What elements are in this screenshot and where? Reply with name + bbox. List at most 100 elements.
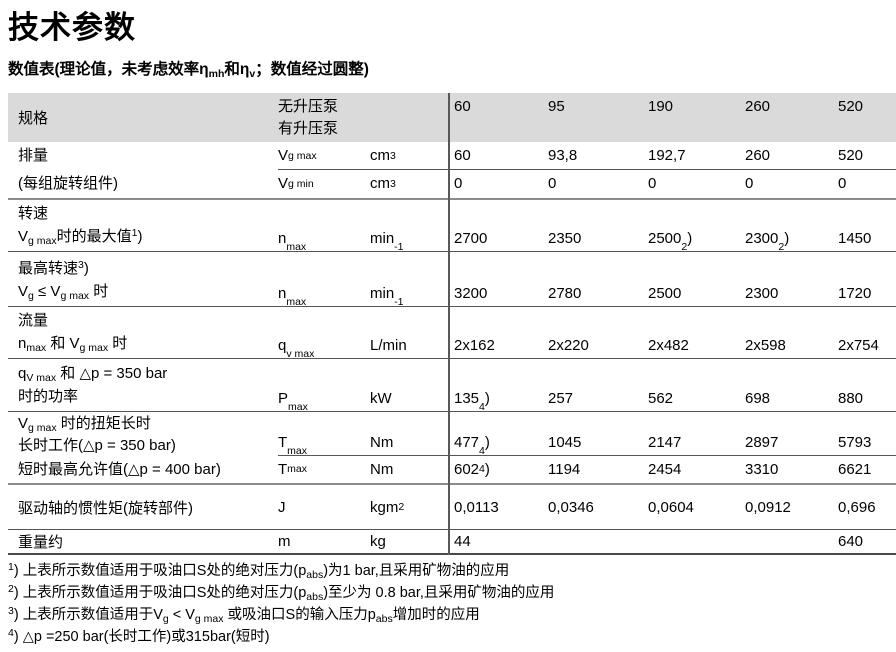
value-cell: 0,0912 [745, 498, 791, 516]
size-column-header: 520 [838, 98, 864, 115]
row-label: 转速 Vg max时的最大值1) [18, 205, 143, 247]
spec-column-header: 规格 [18, 110, 49, 127]
row-label: 排量 (每组旋转组件) [18, 147, 118, 192]
value-cell: 477 4) [454, 434, 490, 457]
symbol-cell: n max [278, 230, 307, 253]
row-label: 驱动轴的惯性矩(旋转部件) [18, 499, 193, 517]
value-cell: 2500 [648, 285, 682, 302]
value-cell: 2300 [745, 285, 779, 302]
value-cell: 260 [745, 147, 771, 164]
row-label: qV max 和 △p = 350 bar 时的功率 [18, 365, 168, 405]
value-cell: 0 [548, 175, 557, 192]
value-cell: 562 [648, 390, 674, 407]
value-cell: 0,0113 [454, 498, 499, 516]
value-cell: 5793 [838, 434, 872, 451]
row-label: 重量约 [18, 534, 64, 551]
value-cell: 0,696 [838, 498, 876, 516]
value-cell: 0 [648, 175, 657, 192]
value-cell: 2x162 [454, 337, 495, 354]
value-cell: 192,7 [648, 147, 686, 164]
section-speed-max: 转速 Vg max时的最大值1) n max min -1 2700 2350 25… [8, 200, 896, 252]
section-inertia: 驱动轴的惯性矩(旋转部件) J kgm 2 0,0113 0,0346 0,060… [8, 485, 896, 530]
value-cell: 3310 [745, 460, 779, 478]
row-label: Vg max 时的扭矩长时 长时工作(△p = 350 bar) 短时最高允许值… [18, 415, 221, 478]
unit-cell: L/min [370, 337, 407, 354]
boost-variant-header: 无升压泵 有升压泵 [278, 93, 448, 142]
value-cell: 60 [454, 147, 471, 164]
value-cell: 2897 [745, 434, 779, 451]
value-cell: 602 4) [454, 460, 490, 478]
value-cell [739, 530, 832, 553]
page-title: 技术参数 [8, 10, 136, 45]
value-cell: 1194 [548, 460, 581, 478]
variant-no-boost-label: 无升压泵 [278, 98, 339, 115]
value-cell: 1720 [838, 285, 872, 302]
size-column-header: 60 [454, 98, 471, 115]
table-header-row: 规格 无升压泵 有升压泵 60 95 190 260 520 [8, 93, 896, 142]
value-cell: 2147 [648, 434, 682, 451]
section-speed-limit: 最高转速3) Vg ≤ Vg max 时 n max min -1 3200 278… [8, 252, 896, 307]
value-cell: 257 [548, 390, 574, 407]
size-column-header: 95 [548, 98, 565, 115]
spec-table: 规格 无升压泵 有升压泵 60 95 190 260 520 排量 (每 [8, 93, 896, 555]
value-cell: 2350 [548, 230, 582, 247]
variant-with-boost-label: 有升压泵 [278, 119, 339, 137]
row-label: 最高转速3) Vg ≤ Vg max 时 [18, 259, 109, 302]
value-cell [542, 530, 642, 553]
unit-cell: Nm [370, 460, 394, 478]
symbol-cell: n max [278, 285, 307, 308]
footnote-4: 4) △p =250 bar(长时工作)或315bar(短时) [8, 627, 270, 645]
row-label: 流量 nmax 和 Vg max 时 [18, 312, 128, 354]
value-cell: 2700 [454, 230, 488, 247]
value-cell: 520 [838, 147, 864, 164]
value-cell: 2454 [648, 460, 682, 478]
unit-cell: kW [370, 390, 392, 407]
unit-cell: cm 3 [370, 175, 396, 192]
table-vertical-divider [448, 93, 450, 555]
symbol-cell: J [278, 498, 286, 516]
value-cell: 6621 [838, 460, 872, 478]
page-subtitle: 数值表(理论值，未考虑效率ηmh和ηv；数值经过圆整) [8, 61, 369, 80]
value-cell: 93,8 [548, 147, 578, 164]
footnote-1: 1) 上表所示数值适用于吸油口S处的绝对压力(pabs)为1 bar,且采用矿物… [8, 561, 510, 581]
value-cell: 0 [838, 175, 847, 192]
value-cell: 0,0346 [548, 498, 594, 516]
value-cell: 0,0604 [648, 498, 694, 516]
footnotes: 1) 上表所示数值适用于吸油口S处的绝对压力(pabs)为1 bar,且采用矿物… [8, 560, 554, 648]
value-cell: 0 [454, 175, 463, 192]
value-cell: 2x220 [548, 337, 589, 354]
value-cell: 3200 [454, 285, 488, 302]
value-cell: 44 [454, 533, 471, 550]
size-column-header: 190 [648, 98, 674, 115]
value-cell: 135 4) [454, 390, 490, 413]
value-cell: 880 [838, 390, 864, 407]
unit-cell: cm 3 [370, 147, 396, 164]
unit-cell: kgm 2 [370, 498, 405, 516]
value-cell: 2x754 [838, 337, 879, 354]
value-cell: 640 [838, 533, 864, 550]
value-cell: 2500 2) [648, 230, 693, 253]
symbol-cell: m [278, 533, 291, 550]
unit-cell: min -1 [370, 285, 404, 308]
value-cell: 2x598 [745, 337, 786, 354]
size-column-header: 260 [745, 98, 771, 115]
unit-cell: min -1 [370, 230, 404, 253]
value-cell: 2x482 [648, 337, 689, 354]
value-cell: 1045 [548, 434, 582, 451]
value-cell: 2780 [548, 285, 582, 302]
footnote-2: 2) 上表所示数值适用于吸油口S处的绝对压力(pabs)至少为 0.8 bar,… [8, 583, 555, 603]
unit-cell: Nm [370, 434, 394, 451]
